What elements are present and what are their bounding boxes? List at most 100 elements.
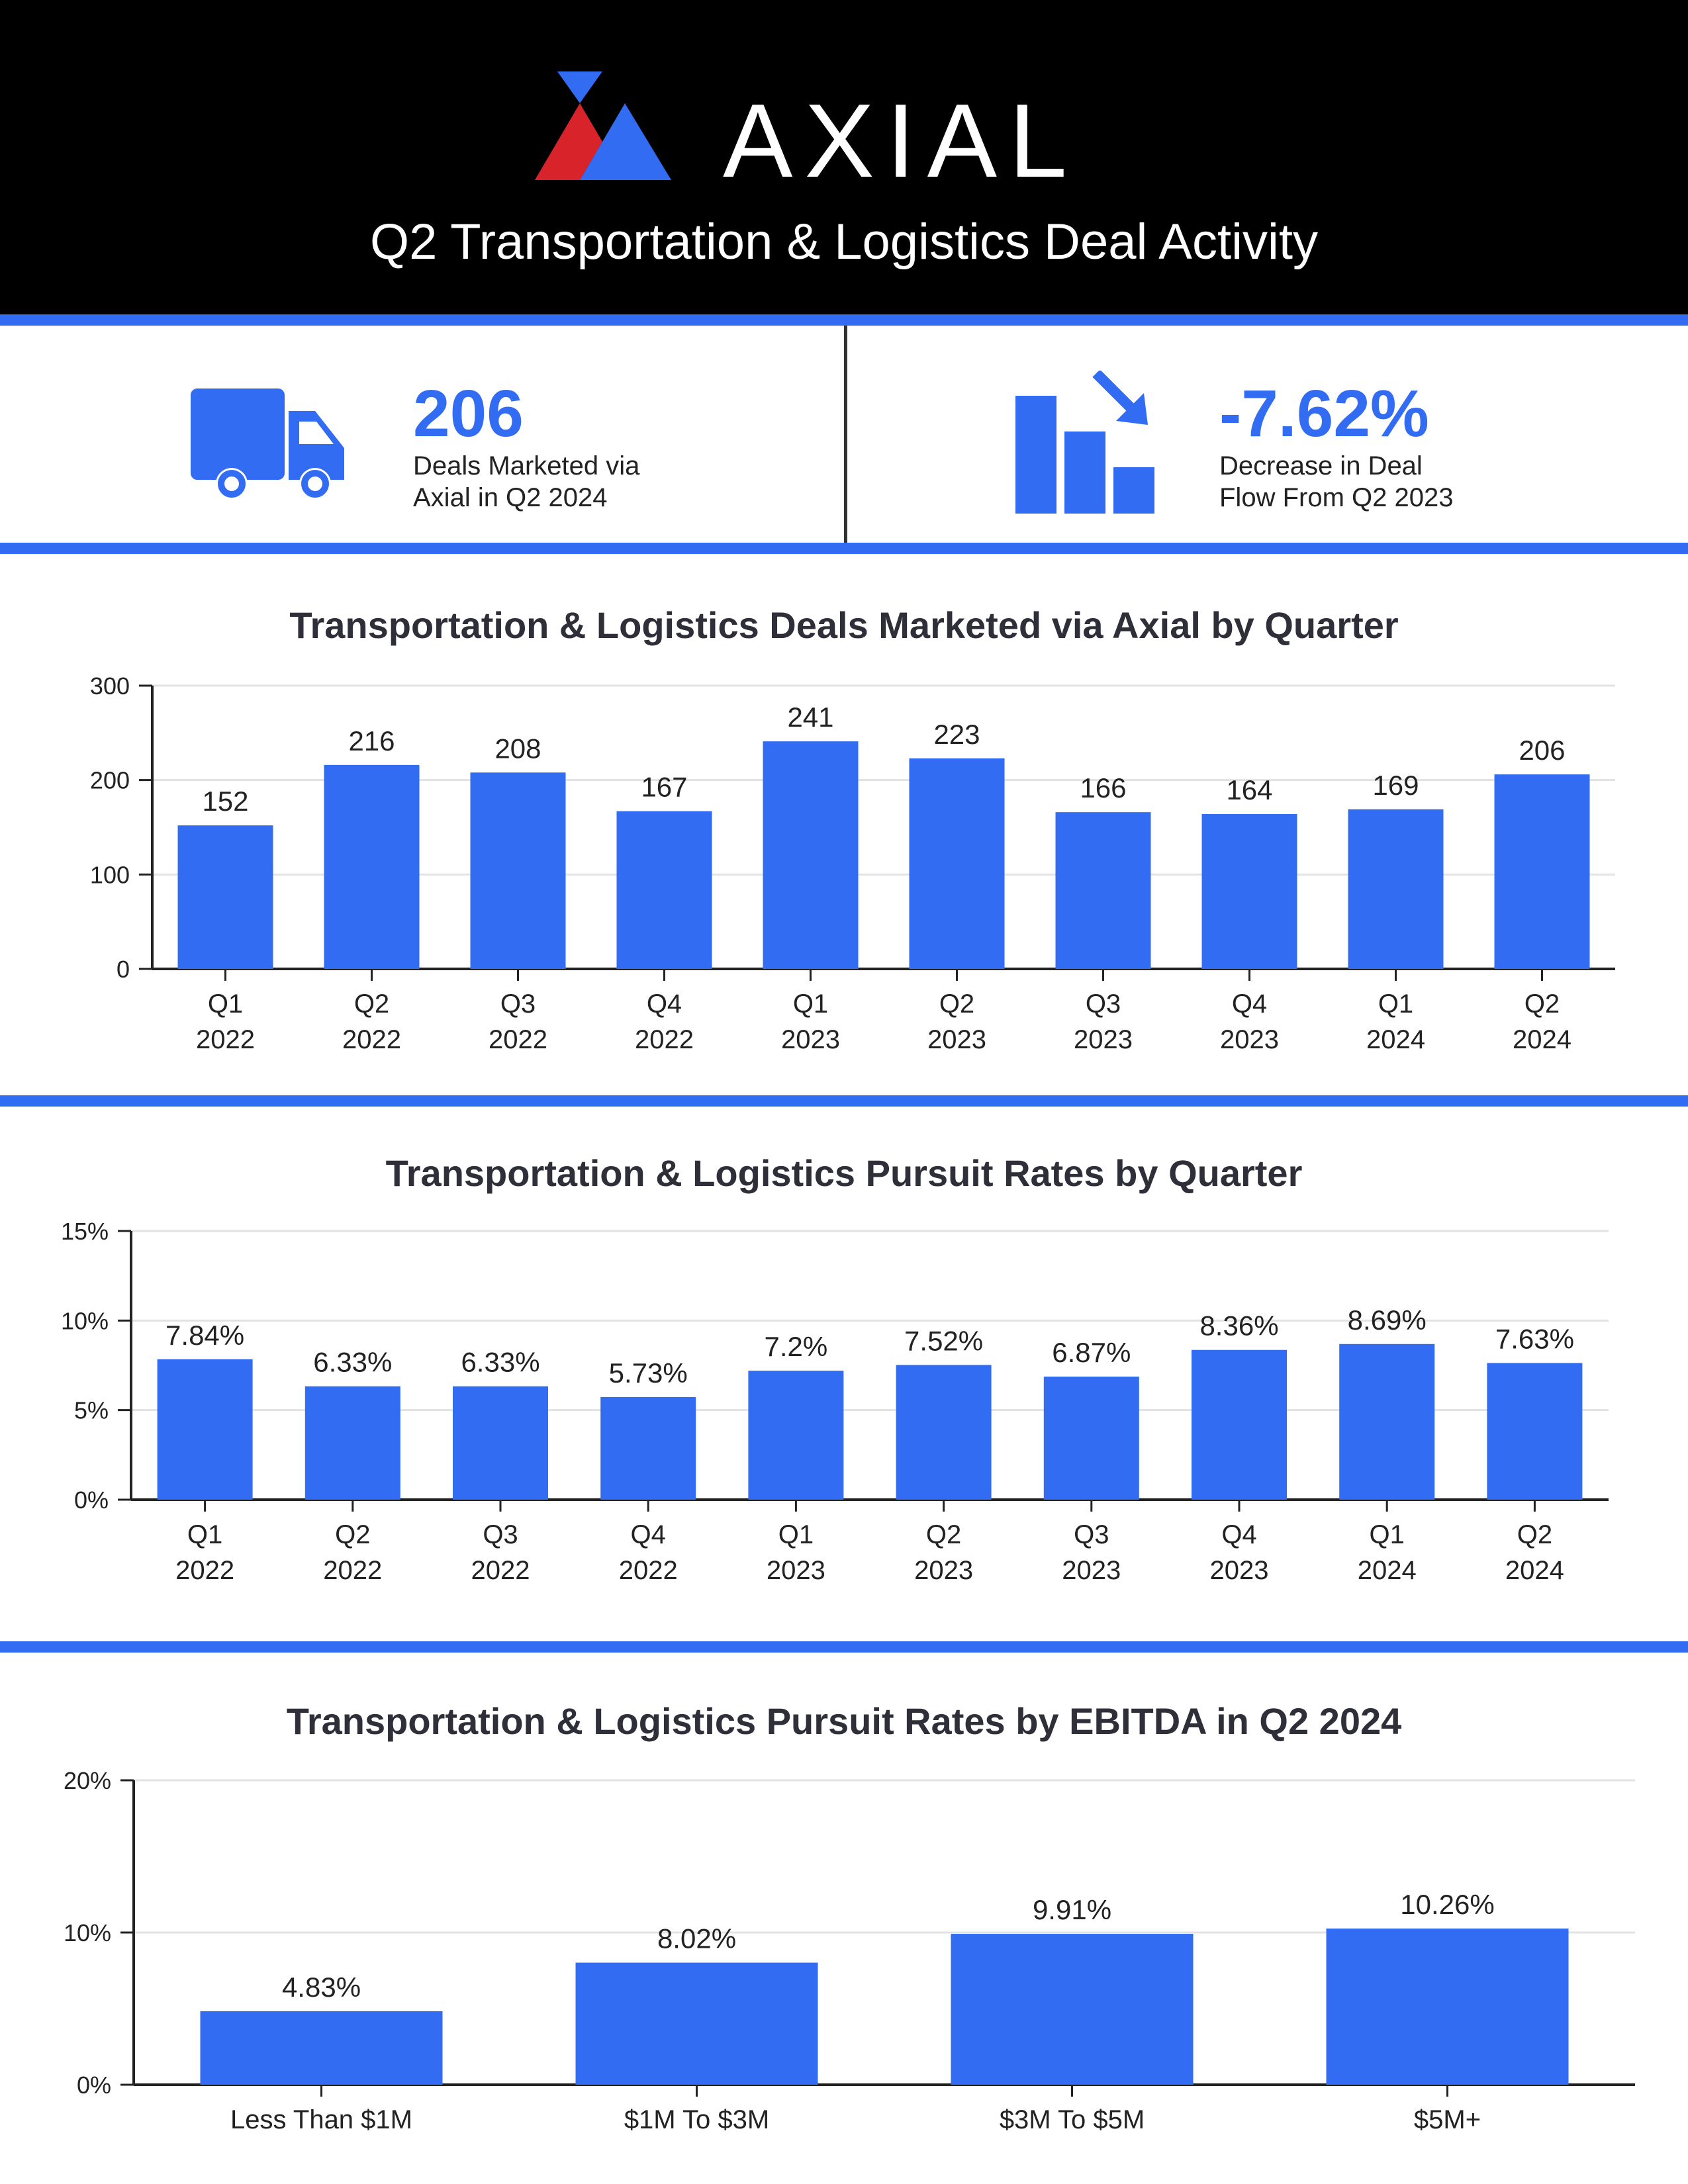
chart2-xtick-label: Q1 [778, 1520, 814, 1549]
chart2-xtick-label: 2022 [619, 1556, 678, 1585]
pursuit-rates-by-ebitda-chart: 0% 10% 20% 4.83% Less Than $1M 8.02% $1M To $3… [64, 1767, 1635, 2134]
chart1-bar [1494, 774, 1590, 969]
chart1-xtick-label: Q2 [1524, 989, 1560, 1019]
axial-logo-icon [535, 71, 671, 180]
chart2-data-label: 7.52% [904, 1325, 983, 1356]
chart1-xtick-label: 2022 [342, 1025, 401, 1054]
chart1-xtick-label: 2024 [1513, 1025, 1571, 1054]
decrease-chart-icon [1015, 371, 1154, 514]
chart3-bar [575, 1962, 818, 2085]
chart2-bar [1487, 1363, 1583, 1500]
chart2-xtick-label: 2022 [175, 1556, 234, 1585]
chart1-data-label: 167 [641, 772, 687, 803]
chart2-xtick-label: 2023 [914, 1556, 973, 1585]
chart2-bar [896, 1365, 992, 1500]
kpi-decrease-label-line2: Flow From Q2 2023 [1219, 483, 1454, 512]
chart2-xtick-label: Q3 [1074, 1520, 1109, 1549]
chart1-xtick-label: Q4 [1232, 989, 1267, 1019]
divider-rule [0, 543, 1688, 554]
divider-rule [0, 314, 1688, 326]
chart2-data-label: 6.87% [1052, 1337, 1131, 1368]
chart3-bar [951, 1934, 1194, 2085]
chart1-xtick-label: Q2 [354, 989, 389, 1019]
chart3-data-label: 10.26% [1400, 1889, 1494, 1920]
chart-1-title: Transportation & Logistics Deals Markete… [289, 604, 1399, 646]
chart1-data-label: 206 [1519, 735, 1565, 766]
chart1-bar [324, 764, 420, 969]
chart1-data-label: 166 [1080, 772, 1126, 803]
kpi-decrease-value: -7.62% [1219, 377, 1429, 451]
chart1-data-label: 164 [1226, 774, 1272, 805]
chart3-data-label: 9.91% [1033, 1894, 1111, 1925]
chart2-bar [1043, 1377, 1139, 1500]
chart1-xtick-label: 2024 [1366, 1025, 1425, 1054]
kpi-deals-label-line1: Deals Marketed via [413, 451, 640, 480]
chart1-bar [763, 741, 859, 969]
chart1-xtick-label: Q3 [500, 989, 536, 1019]
chart2-data-label: 7.63% [1495, 1323, 1574, 1354]
chart2-bar [600, 1396, 696, 1500]
chart3-bar [200, 2011, 443, 2085]
kpi-deals-value: 206 [413, 377, 524, 451]
chart2-data-label: 6.33% [313, 1347, 392, 1378]
chart2-bar [1339, 1343, 1435, 1500]
chart1-bar [1201, 814, 1297, 969]
chart1-xtick-label: Q1 [208, 989, 243, 1019]
chart1-data-label: 241 [787, 702, 833, 733]
chart3-xtick-label: $1M To $3M [624, 2105, 769, 2134]
chart1-bar [1055, 812, 1151, 969]
chart2-data-label: 5.73% [609, 1357, 688, 1388]
chart2-xtick-label: Q1 [187, 1520, 222, 1549]
chart3-ytick-label: 0% [77, 2071, 111, 2099]
chart1-xtick-label: 2023 [1074, 1025, 1133, 1054]
pursuit-rates-by-quarter-chart: 0% 5% 10% 15% 7.84% Q1 2022 6.33% Q2 2022 6.33% Q3 2… [61, 1218, 1609, 1585]
chart1-ytick-label: 300 [90, 672, 130, 700]
chart1-xtick-label: Q4 [647, 989, 682, 1019]
chart2-xtick-label: Q2 [926, 1520, 961, 1549]
chart3-xtick-label: Less Than $1M [230, 2105, 412, 2134]
chart2-xtick-label: Q4 [1221, 1520, 1256, 1549]
chart2-data-label: 7.2% [765, 1331, 828, 1362]
chart2-ytick-label: 10% [61, 1307, 109, 1334]
chart1-data-label: 223 [933, 719, 980, 750]
chart1-bar [909, 758, 1005, 969]
chart1-ytick-label: 200 [90, 767, 130, 794]
chart3-data-label: 4.83% [282, 1972, 361, 2003]
chart2-xtick-label: Q1 [1370, 1520, 1405, 1549]
header-banner: AXIAL Q2 Transportation & Logistics Deal… [0, 0, 1688, 314]
chart2-ytick-label: 5% [74, 1397, 109, 1424]
chart2-ytick-label: 15% [61, 1218, 109, 1245]
chart2-bar [453, 1386, 548, 1500]
chart1-data-label: 208 [494, 733, 541, 764]
chart2-xtick-label: 2022 [471, 1556, 530, 1585]
chart3-data-label: 8.02% [657, 1923, 736, 1954]
chart2-xtick-label: Q2 [335, 1520, 370, 1549]
chart1-bar [616, 811, 712, 969]
kpi-decrease-label-line1: Decrease in Deal [1219, 451, 1423, 480]
chart2-data-label: 8.69% [1348, 1304, 1427, 1336]
chart1-xtick-label: 2023 [781, 1025, 840, 1054]
chart1-xtick-label: 2022 [635, 1025, 694, 1054]
chart-3-title: Transportation & Logistics Pursuit Rates… [286, 1700, 1402, 1742]
kpi-divider [844, 326, 847, 543]
chart2-data-label: 7.84% [165, 1320, 244, 1351]
page-title: Q2 Transportation & Logistics Deal Activ… [370, 214, 1318, 270]
chart2-xtick-label: Q2 [1517, 1520, 1552, 1549]
chart1-data-label: 152 [202, 786, 248, 817]
deals-by-quarter-chart: 0 100 200 300 152 Q1 2022 216 Q2 2022 208 Q3 2022 167… [90, 672, 1615, 1054]
chart1-xtick-label: Q1 [793, 989, 828, 1019]
chart1-ytick-label: 100 [90, 861, 130, 888]
chart2-bar [1192, 1349, 1287, 1500]
chart1-data-label: 216 [348, 725, 395, 756]
chart1-xtick-label: Q2 [939, 989, 974, 1019]
chart3-xtick-label: $5M+ [1414, 2105, 1481, 2134]
chart1-xtick-label: 2023 [927, 1025, 986, 1054]
chart2-xtick-label: 2023 [767, 1556, 825, 1585]
chart1-xtick-label: Q3 [1086, 989, 1121, 1019]
divider-rule [0, 1641, 1688, 1653]
chart2-xtick-label: 2024 [1505, 1556, 1564, 1585]
chart1-xtick-label: 2022 [196, 1025, 255, 1054]
chart1-ytick-label: 0 [117, 956, 130, 983]
chart2-bar [305, 1386, 400, 1500]
kpi-deals-label-line2: Axial in Q2 2024 [413, 483, 608, 512]
